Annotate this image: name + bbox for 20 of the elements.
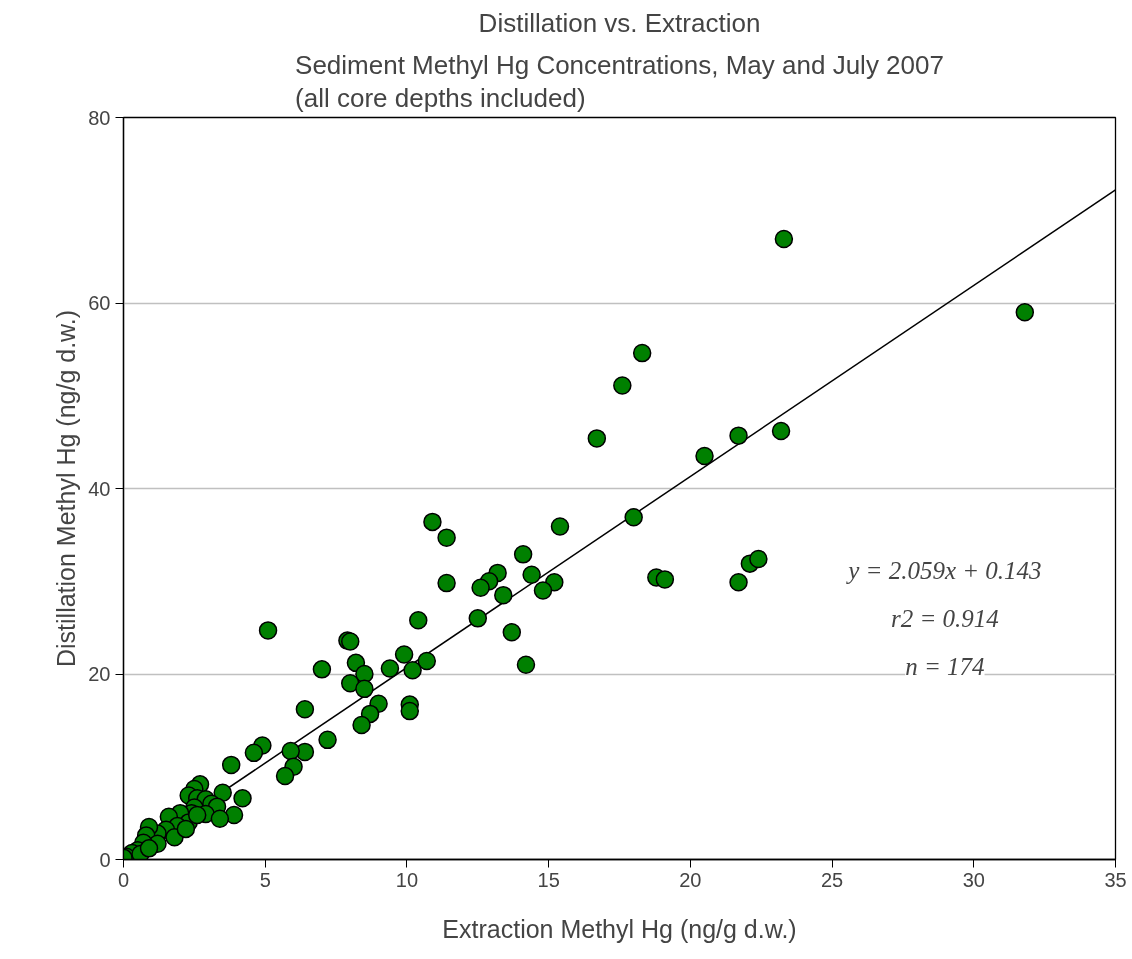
x-tick-label: 35 [1104, 868, 1127, 891]
x-tick-label: 0 [117, 868, 130, 891]
y-tick-label: 40 [88, 477, 111, 500]
x-tick-label: 20 [679, 868, 702, 891]
x-tick-label: 30 [962, 868, 985, 891]
annotation: y = 2.059x + 0.143 [845, 556, 1042, 584]
y-tick-label: 80 [88, 106, 111, 129]
x-tick-label: 15 [537, 868, 560, 891]
x-tick-label: 25 [820, 868, 844, 891]
x-tick-label: 5 [259, 868, 271, 891]
y-tick-label: 20 [88, 663, 111, 685]
y-tick-label: 0 [99, 848, 111, 871]
x-axis-title: Extraction Methyl Hg (ng/g d.w.) [442, 914, 797, 943]
annotation: n = 174 [905, 653, 985, 681]
chart-subtitle: Sediment Methyl Hg Concentrations, May and July 2007 (all core depths included) [295, 49, 944, 113]
y-tick-label: 60 [88, 292, 111, 314]
annotation: r2 = 0.914 [890, 604, 999, 632]
y-axis-title: Distillation Methyl Hg (ng/g d.w.) [52, 309, 81, 668]
chart-title: Distillation vs. Extraction [478, 7, 761, 38]
x-tick-label: 10 [395, 868, 419, 891]
